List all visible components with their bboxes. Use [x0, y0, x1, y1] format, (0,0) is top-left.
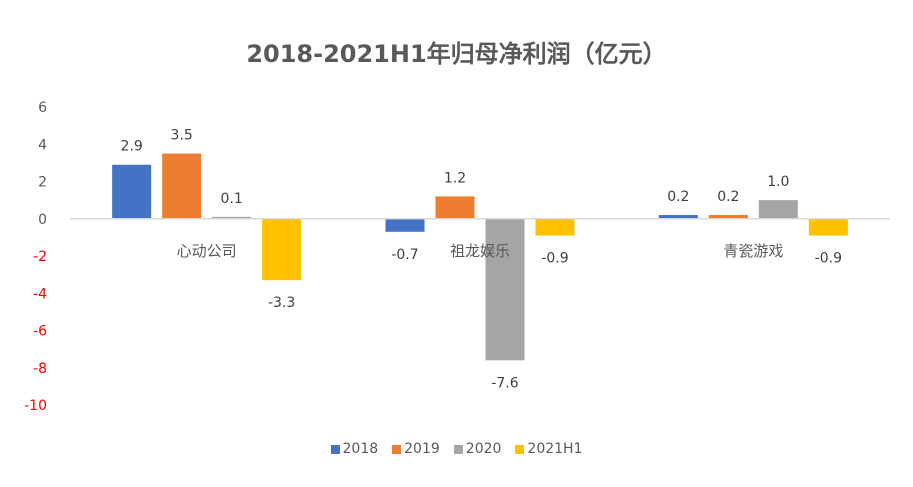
legend-item-2021H1: 2021H1: [515, 441, 583, 457]
legend-item-2019: 2019: [392, 441, 440, 457]
category-labels: 心动公司 祖龙娱乐 青瓷游戏: [177, 242, 784, 260]
y-tick-label: -10: [24, 398, 47, 414]
data-label: 3.5: [171, 128, 193, 144]
data-labels: 2.9 3.5 0.1 -3.3 -0.7 1.2 -7.6 -0.9 0.2 0.2 1.0 -0.…: [121, 128, 842, 392]
bar-2020-2: [758, 200, 798, 219]
data-label: 2.9: [121, 139, 143, 155]
y-tick-label: -2: [33, 249, 47, 265]
y-tick-label: 4: [38, 137, 47, 153]
data-label: -7.6: [491, 375, 518, 391]
data-label: -0.9: [815, 251, 842, 267]
y-tick-label: 0: [38, 212, 47, 228]
legend-swatch: [392, 444, 402, 454]
legend-label: 2021H1: [527, 441, 583, 457]
bar-2018-0: [112, 164, 152, 219]
bar-2019-1: [435, 196, 475, 219]
legend-label: 2019: [404, 441, 440, 457]
y-tick-label: 2: [38, 175, 47, 191]
bar-2018-1: [385, 218, 425, 232]
bar-2021H1-2: [808, 218, 848, 236]
legend-swatch: [330, 444, 340, 454]
bar-2018-2: [658, 215, 698, 219]
legend-swatch: [453, 444, 463, 454]
y-tick-label: -4: [33, 286, 47, 302]
bar-2020-1: [485, 218, 525, 361]
data-label: 0.2: [667, 189, 689, 205]
data-label: -0.9: [541, 251, 568, 267]
legend-item-2018: 2018: [330, 441, 379, 457]
legend-item-2020: 2020: [453, 441, 502, 457]
data-label: 1.0: [767, 174, 789, 190]
category-label: 心动公司: [177, 242, 237, 260]
legend-label: 2018: [342, 441, 379, 457]
bar-2020-0: [212, 216, 252, 219]
category-label: 祖龙娱乐: [450, 242, 510, 260]
data-label: 1.2: [444, 170, 466, 186]
bar-2021H1-1: [535, 218, 575, 236]
y-axis: 6 4 2 0 -2 -4 -6 -8 -10: [24, 100, 47, 414]
chart-title: 2018-2021H1年归母净利润（亿元）: [246, 40, 667, 68]
y-tick-label: 6: [38, 100, 47, 116]
legend: 2018 2019 2020 2021H1: [0, 441, 913, 457]
data-label: 0.1: [221, 191, 243, 207]
legend-swatch: [515, 444, 525, 454]
bar-2019-2: [708, 215, 748, 219]
data-label: 0.2: [717, 189, 739, 205]
data-label: -0.7: [391, 247, 418, 263]
y-tick-label: -6: [33, 324, 47, 340]
bar-2019-0: [162, 153, 202, 219]
y-tick-label: -8: [33, 361, 47, 377]
legend-label: 2020: [465, 441, 502, 457]
bars: [112, 153, 848, 361]
data-label: -3.3: [268, 295, 295, 311]
bar-2021H1-0: [262, 218, 302, 281]
category-label: 青瓷游戏: [723, 242, 783, 260]
